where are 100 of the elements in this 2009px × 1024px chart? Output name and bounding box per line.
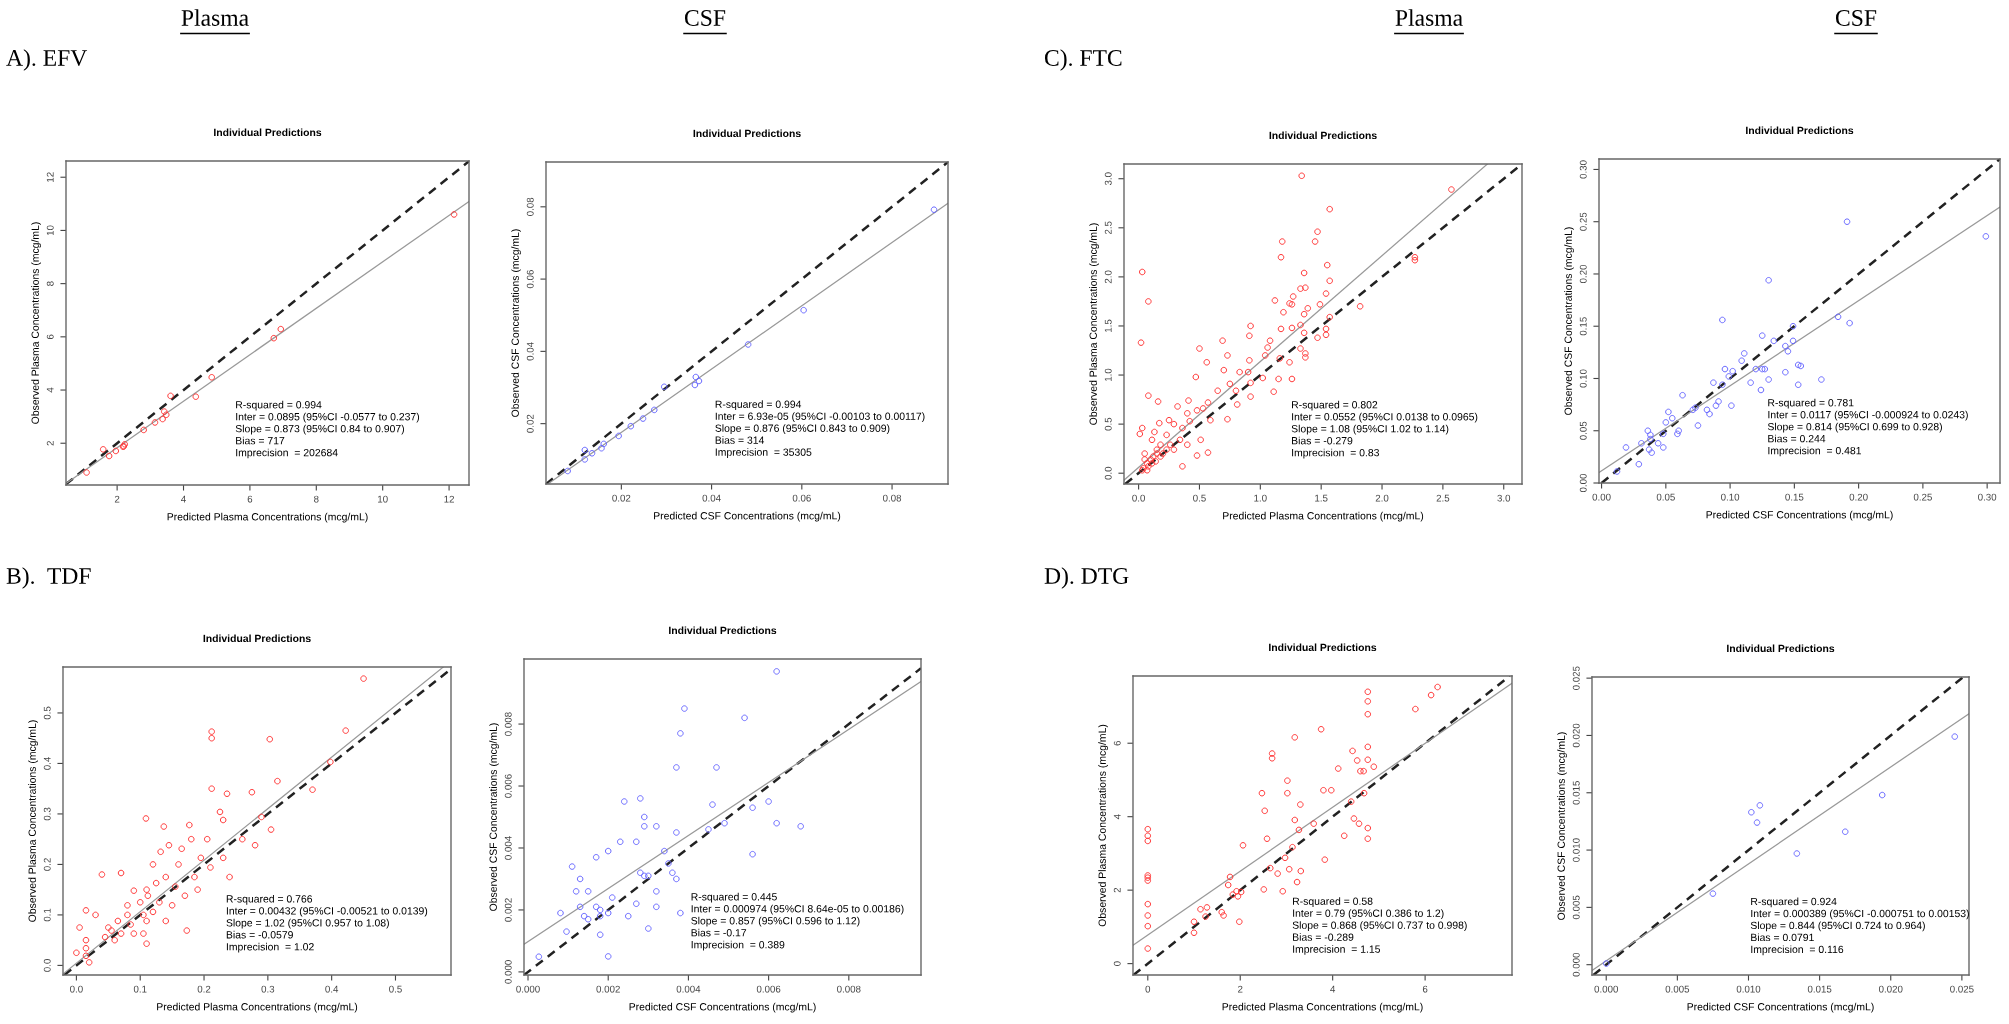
y-tick-label: 0.25 xyxy=(1579,212,1587,231)
chart-title: Individual Predictions xyxy=(214,128,322,137)
x-tick-label: 0.20 xyxy=(1849,493,1868,501)
x-axis-title: Predicted Plasma Concentrations (mcg/mL) xyxy=(1222,1002,1423,1013)
text: A). EFV xyxy=(6,49,88,71)
y-tick-label: 0.15 xyxy=(1579,317,1587,336)
x-axis-title: Predicted CSF Concentrations (mcg/mL) xyxy=(1687,1002,1874,1013)
y-axis-title: Observed CSF Concentrations (mcg/mL) xyxy=(489,723,499,911)
x-tick-label: 2.0 xyxy=(1375,494,1389,502)
y-tick-label: 12 xyxy=(46,172,54,182)
x-axis-title: Predicted CSF Concentrations (mcg/mL) xyxy=(1706,510,1893,521)
y-tick-label: 0.5 xyxy=(1104,417,1112,431)
x-axis-title: Predicted CSF Concentrations (mcg/mL) xyxy=(654,511,841,522)
y-tick-label: 6 xyxy=(46,334,54,340)
annotation: R-squared = 0.994 Inter = 6.93e-05 (95%CI -0.00103 to 0.00117) Slope = 0.876 (95%CI 0.843 to 0.909) Bias = 314 Imprecision = 35305 xyxy=(715,400,925,458)
annotation: R-squared = 0.58 Inter = 0.79 (95%CI 0.386 to 1.2) Slope = 0.868 (95%CI 0.737 to 0.998) Bias = -0.289 Imprecision = 1.15 xyxy=(1292,897,1467,955)
text: CSF xyxy=(1835,10,1877,26)
y-tick-label: 0.008 xyxy=(504,712,512,736)
x-tick-label: 0.010 xyxy=(1736,985,1761,993)
y-tick-label: 2.5 xyxy=(1104,221,1112,235)
x-tick-label: 1.0 xyxy=(1254,494,1267,502)
y-tick-label: 0.04 xyxy=(526,342,534,361)
y-tick-label: 0.005 xyxy=(1572,895,1580,920)
x-tick-label: 3.0 xyxy=(1497,494,1511,502)
y-tick-label: 0.05 xyxy=(1579,421,1587,440)
y-tick-label: 0.006 xyxy=(504,774,512,798)
y-tick-label: 0.015 xyxy=(1572,781,1580,805)
text: Plasma xyxy=(1395,9,1463,26)
x-tick-label: 0.10 xyxy=(1721,493,1740,501)
y-axis-title: Observed CSF Concentrations (mcg/mL) xyxy=(1564,227,1574,415)
x-axis-title: Predicted CSF Concentrations (mcg/mL) xyxy=(629,1002,816,1013)
x-tick-label: 2.5 xyxy=(1436,494,1450,502)
y-tick-label: 0.020 xyxy=(1572,723,1580,748)
chart-title: Individual Predictions xyxy=(1269,131,1377,140)
x-axis-title: Predicted Plasma Concentrations (mcg/mL) xyxy=(1223,511,1424,522)
annotation: R-squared = 0.924 Inter = 0.000389 (95%CI -0.000751 to 0.00153) Slope = 0.844 (95%CI 0.724 to 0.964) Bias = 0.0791 Imprecision = 0.116 xyxy=(1750,897,1969,956)
y-tick-label: 0.002 xyxy=(504,898,512,922)
chart-title: Individual Predictions xyxy=(669,626,777,635)
text: D). DTG xyxy=(1044,567,1129,589)
x-tick-label: 0.025 xyxy=(1950,985,1974,993)
y-tick-label: 0.3 xyxy=(43,807,51,821)
y-tick-label: 2 xyxy=(46,441,54,446)
y-axis-title: Observed Plasma Concentrations (mcg/mL) xyxy=(31,222,41,424)
annotation: R-squared = 0.766 Inter = 0.00432 (95%CI -0.00521 to 0.0139) Slope = 1.02 (95%CI 0.957 to 1.08) Bias = -0.0579 Imprecision = 1.02 xyxy=(226,894,428,953)
y-tick-label: 2.0 xyxy=(1104,270,1112,284)
x-tick-label: 0.15 xyxy=(1785,493,1804,501)
y-tick-label: 0.004 xyxy=(504,836,512,860)
y-tick-label: 0.08 xyxy=(526,197,534,216)
x-tick-label: 0.04 xyxy=(702,494,721,502)
x-tick-label: 0.004 xyxy=(676,985,701,993)
y-tick-label: 0 xyxy=(1113,961,1121,966)
y-tick-label: 3.0 xyxy=(1104,172,1112,186)
y-tick-label: 0.0 xyxy=(1104,466,1112,480)
x-tick-label: 0.006 xyxy=(756,985,781,993)
x-tick-label: 1.5 xyxy=(1315,494,1328,502)
x-axis-title: Predicted Plasma Concentrations (mcg/mL) xyxy=(167,512,368,523)
x-tick-label: 10 xyxy=(378,495,388,503)
y-tick-label: 0.1 xyxy=(43,908,51,922)
y-tick-label: 0.02 xyxy=(526,414,534,433)
x-tick-label: 4 xyxy=(181,495,186,503)
x-tick-label: 0.0 xyxy=(70,985,83,993)
y-tick-label: 0.025 xyxy=(1572,666,1580,690)
x-tick-label: 0.3 xyxy=(261,985,275,993)
annotation: R-squared = 0.445 Inter = 0.000974 (95%CI 8.64e-05 to 0.00186) Slope = 0.857 (95%CI 0.596 to 1.12) Bias = -0.17 Imprecision = 0.389 xyxy=(691,892,904,951)
x-tick-label: 0.5 xyxy=(1193,494,1206,502)
chart-title: Individual Predictions xyxy=(693,129,801,138)
x-tick-label: 2 xyxy=(114,495,120,503)
y-tick-label: 10 xyxy=(46,225,54,236)
y-tick-label: 0.10 xyxy=(1579,369,1587,388)
x-tick-label: 0.25 xyxy=(1913,493,1932,501)
chart-title: Individual Predictions xyxy=(1269,643,1377,652)
y-tick-label: 1.0 xyxy=(1104,368,1112,382)
x-tick-label: 6 xyxy=(247,495,253,503)
x-tick-label: 0.020 xyxy=(1878,985,1903,993)
annotation: R-squared = 0.781 Inter = 0.0117 (95%CI -0.000924 to 0.0243) Slope = 0.814 (95%CI 0.699 to 0.928) Bias = 0.244 Imprecision = 0.481 xyxy=(1767,398,1968,457)
x-tick-label: 0.0 xyxy=(1132,494,1145,502)
y-tick-label: 4 xyxy=(1113,814,1121,820)
x-tick-label: 0.06 xyxy=(792,494,811,502)
x-tick-label: 0.015 xyxy=(1807,985,1832,993)
text: B). TDF xyxy=(6,567,91,589)
x-axis-title: Predicted Plasma Concentrations (mcg/mL) xyxy=(157,1002,358,1013)
y-axis-title: Observed Plasma Concentrations (mcg/mL) xyxy=(1098,724,1108,927)
x-tick-label: 0.002 xyxy=(596,985,620,993)
y-tick-label: 0.010 xyxy=(1572,838,1580,862)
y-tick-label: 0.06 xyxy=(526,270,534,289)
y-axis-title: Observed CSF Concentrations (mcg/mL) xyxy=(511,229,521,417)
x-tick-label: 0 xyxy=(1145,985,1151,993)
x-tick-label: 0.1 xyxy=(133,985,147,993)
annotation: R-squared = 0.994 Inter = 0.0895 (95%CI -0.0577 to 0.237) Slope = 0.873 (95%CI 0.84 to 0.907) Bias = 717 Imprecision = 202684 xyxy=(235,400,420,459)
y-tick-label: 0.000 xyxy=(1572,952,1580,977)
y-tick-label: 0.5 xyxy=(43,706,51,720)
y-axis-title: Observed CSF Concentrations (mcg/mL) xyxy=(1557,732,1567,920)
x-tick-label: 8 xyxy=(314,495,319,503)
x-tick-label: 0.008 xyxy=(837,985,861,993)
x-tick-label: 6 xyxy=(1422,985,1428,993)
text: C). FTC xyxy=(1044,49,1122,71)
y-tick-label: 4 xyxy=(46,387,54,393)
annotation: R-squared = 0.802 Inter = 0.0552 (95%CI 0.0138 to 0.0965) Slope = 1.08 (95%CI 1.02 to 1.14) Bias = -0.279 Imprecision = 0.83 xyxy=(1291,400,1478,459)
y-tick-label: 0.0 xyxy=(43,959,51,972)
y-axis-title: Observed Plasma Concentrations (mcg/mL) xyxy=(28,720,38,922)
